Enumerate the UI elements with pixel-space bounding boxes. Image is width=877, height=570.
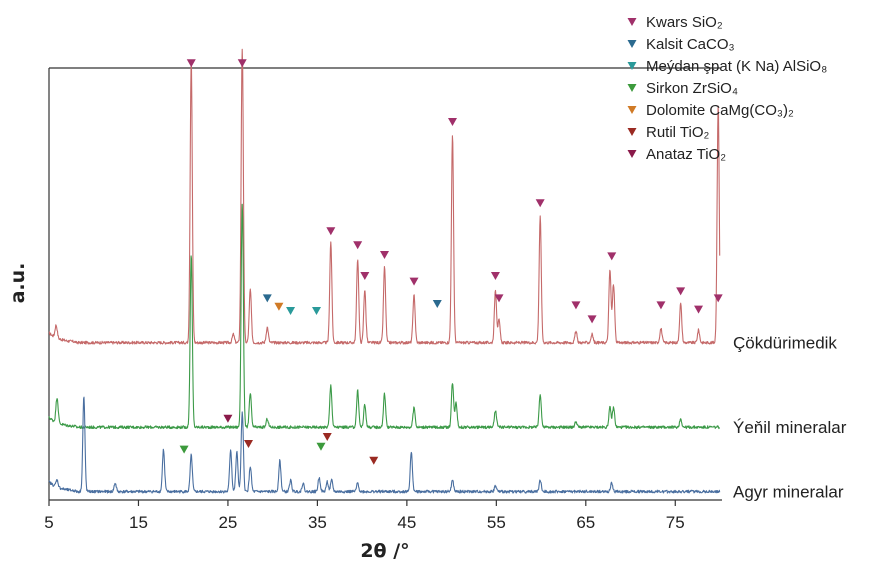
phase-marker (571, 301, 581, 310)
phase-marker (490, 272, 500, 280)
legend-marker-icon (627, 62, 637, 70)
x-tick-label: 15 (129, 513, 148, 532)
phase-marker (274, 302, 284, 311)
series-label-3: Agyr mineralar (733, 483, 844, 502)
series-line-3 (48, 396, 721, 494)
phase-marker (535, 199, 545, 208)
legend-entry-label: Kwars SiO₂ (646, 14, 723, 31)
x-tick-label: 75 (666, 513, 685, 532)
phase-marker (223, 414, 233, 423)
phase-marker (380, 251, 389, 259)
series-label-2: Ýeňil mineralar (733, 418, 847, 437)
phase-marker (322, 433, 332, 441)
phase-marker (432, 300, 442, 308)
series-labels: Çökdürimedik Ýeňil mineralar Agyr minerala… (733, 334, 847, 502)
legend-entry-label: Rutil TiO₂ (646, 124, 710, 141)
legend-entry-label: Dolomite CaMg(CO₃)₂ (646, 102, 794, 119)
phase-marker (713, 294, 723, 303)
legend-entry-label: Meýdan şpat (K Na) AlSiO₈ (646, 58, 827, 75)
x-tick-label: 45 (397, 513, 416, 532)
phase-marker (409, 277, 419, 286)
series-label-1: Çökdürimedik (733, 334, 837, 353)
phase-markers (179, 59, 723, 465)
x-tick-label: 25 (218, 513, 237, 532)
phase-marker (494, 294, 504, 303)
phase-marker (369, 456, 379, 465)
phase-marker (316, 442, 326, 451)
legend-marker-icon (627, 18, 637, 26)
series-line-2 (48, 203, 721, 430)
plot-frame (48, 67, 722, 501)
series-line-1 (48, 48, 721, 345)
phase-marker (676, 287, 686, 296)
phase-marker (326, 227, 336, 236)
legend-entry-label: Kalsit CaCO₃ (646, 36, 735, 53)
phase-marker (312, 307, 322, 315)
phase-marker (237, 59, 247, 68)
phase-marker (353, 241, 363, 250)
phase-marker (694, 305, 704, 314)
legend: Kwars SiO₂ Kalsit CaCO₃ Meýdan şpat (K Na)… (627, 14, 827, 163)
x-axis-ticks: 5 15 25 35 45 55 65 75 (44, 500, 685, 532)
x-tick-label: 55 (487, 513, 506, 532)
y-axis-title: a.u. (7, 263, 29, 304)
legend-marker-icon (627, 128, 637, 136)
legend-marker-icon (627, 40, 637, 48)
phase-marker (587, 315, 597, 324)
phase-marker (186, 59, 196, 68)
x-axis-title: 2θ /° (360, 540, 409, 562)
x-tick-label: 65 (576, 513, 595, 532)
phase-marker (447, 118, 457, 126)
phase-marker (360, 272, 370, 280)
series-lines (48, 48, 721, 494)
legend-marker-icon (627, 150, 637, 158)
x-tick-label: 35 (308, 513, 327, 532)
legend-entry-label: Sirkon ZrSiO₄ (646, 80, 738, 97)
phase-marker (656, 301, 666, 310)
phase-marker (262, 294, 272, 303)
legend-marker-icon (627, 84, 637, 92)
legend-marker-icon (627, 106, 637, 114)
legend-entry-label: Anataz TiO₂ (646, 146, 726, 163)
x-tick-label: 5 (44, 513, 53, 532)
phase-marker (607, 252, 617, 261)
phase-marker (286, 307, 296, 315)
phase-marker (244, 440, 254, 448)
phase-marker (179, 445, 189, 454)
